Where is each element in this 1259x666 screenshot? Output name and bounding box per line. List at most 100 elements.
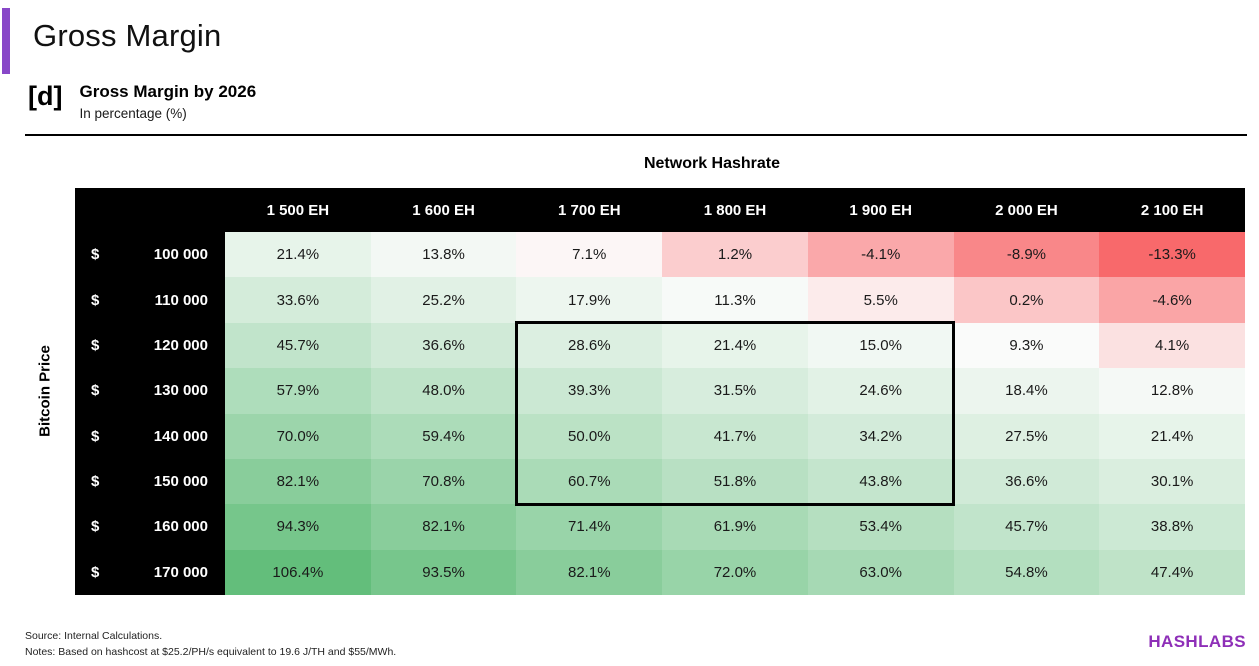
currency-symbol: $ — [91, 518, 100, 536]
row-header: $170 000 — [75, 549, 225, 595]
row-header: $130 000 — [75, 368, 225, 414]
heatmap-cell: 13.8% — [370, 232, 517, 278]
column-header: 2 000 EH — [953, 188, 1100, 232]
heatmap-cell: 31.5% — [662, 368, 808, 414]
table-corner — [75, 188, 225, 232]
column-header: 1 500 EH — [225, 188, 371, 232]
heatmap-cell: 0.2% — [953, 277, 1100, 323]
x-axis-title: Network Hashrate — [643, 155, 781, 172]
heatmap-cell: 50.0% — [516, 413, 663, 459]
row-label: 130 000 — [153, 382, 208, 400]
currency-symbol: $ — [91, 336, 100, 354]
heatmap-table: 1 500 EH 1 600 EH 1 700 EH 1 800 EH 1 900 EH… — [75, 188, 1245, 595]
heatmap-cell: 1.2% — [662, 232, 808, 278]
row-label: 150 000 — [153, 473, 208, 491]
column-header: 1 800 EH — [662, 188, 808, 232]
heatmap-cell: 45.7% — [225, 322, 371, 369]
heatmap-cell: 106.4% — [225, 549, 371, 595]
row-label: 160 000 — [153, 518, 208, 536]
y-axis-title: Bitcoin Price — [36, 345, 54, 437]
currency-symbol: $ — [91, 427, 100, 445]
heatmap-cell: 25.2% — [370, 277, 517, 323]
row-header: $140 000 — [75, 413, 225, 459]
heatmap-cell: 30.1% — [1099, 458, 1245, 505]
heatmap-cell: 5.5% — [807, 277, 954, 323]
heatmap-cell: 39.3% — [516, 368, 663, 414]
currency-symbol: $ — [91, 563, 100, 581]
row-label: 120 000 — [153, 336, 208, 354]
row-label: 140 000 — [153, 427, 208, 445]
currency-symbol: $ — [91, 382, 100, 400]
row-label: 170 000 — [153, 563, 208, 581]
figure-title-block: Gross Margin by 2026 In percentage (%) — [79, 82, 256, 121]
figure-header: [d] Gross Margin by 2026 In percentage (… — [28, 81, 256, 122]
heatmap-cell: 38.8% — [1099, 504, 1245, 550]
figure-title: Gross Margin by 2026 — [79, 82, 257, 101]
row-header: $120 000 — [75, 322, 225, 369]
heatmap-cell: 11.3% — [662, 277, 808, 323]
heatmap-cell: 24.6% — [807, 368, 954, 414]
row-header: $110 000 — [75, 277, 225, 323]
footer-notes: Source: Internal Calculations. Notes: Ba… — [25, 629, 396, 661]
heatmap-cell: 82.1% — [370, 504, 517, 550]
heatmap-cell: 82.1% — [225, 458, 371, 505]
heatmap-cell: 60.7% — [516, 458, 663, 505]
figure-subtitle: In percentage (%) — [79, 106, 187, 122]
heatmap-cell: 36.6% — [953, 458, 1100, 505]
heatmap-cell: 71.4% — [516, 504, 663, 550]
heatmap-cell: 45.7% — [953, 504, 1100, 550]
heatmap-cell: 9.3% — [953, 322, 1100, 369]
heatmap-cell: 17.9% — [516, 277, 663, 323]
heatmap-cell: 28.6% — [516, 322, 663, 369]
heatmap-cell: 82.1% — [516, 549, 663, 595]
heatmap-cell: 51.8% — [662, 458, 808, 505]
heatmap-cell: 47.4% — [1099, 549, 1245, 595]
figure-tag: [d] — [28, 81, 63, 111]
heatmap-cell: 94.3% — [225, 504, 371, 550]
accent-bar — [2, 8, 10, 74]
heatmap-cell: 48.0% — [370, 368, 517, 414]
heatmap-cell: 15.0% — [807, 322, 954, 369]
heatmap-cell: 93.5% — [370, 549, 517, 595]
hashlabs-logo: HASHLABS — [1148, 632, 1246, 651]
currency-symbol: $ — [91, 473, 100, 491]
methodology-note: Notes: Based on hashcost at $25.2/PH/s e… — [25, 645, 397, 658]
heatmap-cell: 4.1% — [1099, 322, 1245, 369]
heatmap-cell: 72.0% — [662, 549, 808, 595]
heatmap-cell: 21.4% — [1099, 413, 1245, 459]
source-note: Source: Internal Calculations. — [25, 630, 163, 642]
row-label: 110 000 — [154, 291, 208, 309]
heatmap-cell: 27.5% — [953, 413, 1100, 459]
heatmap-cell: 18.4% — [953, 368, 1100, 414]
heatmap-cell: -8.9% — [953, 232, 1100, 278]
heatmap-cell: 43.8% — [807, 458, 954, 505]
row-header: $150 000 — [75, 458, 225, 505]
heatmap-cell: 54.8% — [953, 549, 1100, 595]
row-header: $100 000 — [75, 232, 225, 278]
heatmap-cell: 63.0% — [807, 549, 954, 595]
column-header: 1 600 EH — [370, 188, 517, 232]
heatmap-cell: 12.8% — [1099, 368, 1245, 414]
row-label: 100 000 — [153, 246, 208, 264]
heatmap-cell: 61.9% — [662, 504, 808, 550]
heatmap-cell: -4.1% — [807, 232, 954, 278]
heatmap-cell: 70.8% — [370, 458, 517, 505]
currency-symbol: $ — [91, 291, 100, 309]
heatmap-cell: 57.9% — [225, 368, 371, 414]
heatmap-cell: -4.6% — [1099, 277, 1245, 323]
column-header: 2 100 EH — [1099, 188, 1245, 232]
heatmap-cell: 36.6% — [370, 322, 517, 369]
heatmap-cell: 59.4% — [370, 413, 517, 459]
heatmap-cell: 41.7% — [662, 413, 808, 459]
heatmap-cell: 70.0% — [225, 413, 371, 459]
heatmap-cell: 21.4% — [225, 232, 371, 278]
heatmap-cell: -13.3% — [1099, 232, 1245, 278]
heatmap-cell: 7.1% — [516, 232, 663, 278]
heatmap-cell: 34.2% — [807, 413, 954, 459]
heatmap-cell: 21.4% — [662, 322, 808, 369]
heatmap-cell: 33.6% — [225, 277, 371, 323]
page-title: Gross Margin — [33, 18, 222, 53]
column-header: 1 700 EH — [516, 188, 663, 232]
heatmap-cell: 53.4% — [807, 504, 954, 550]
divider-line — [25, 134, 1247, 136]
